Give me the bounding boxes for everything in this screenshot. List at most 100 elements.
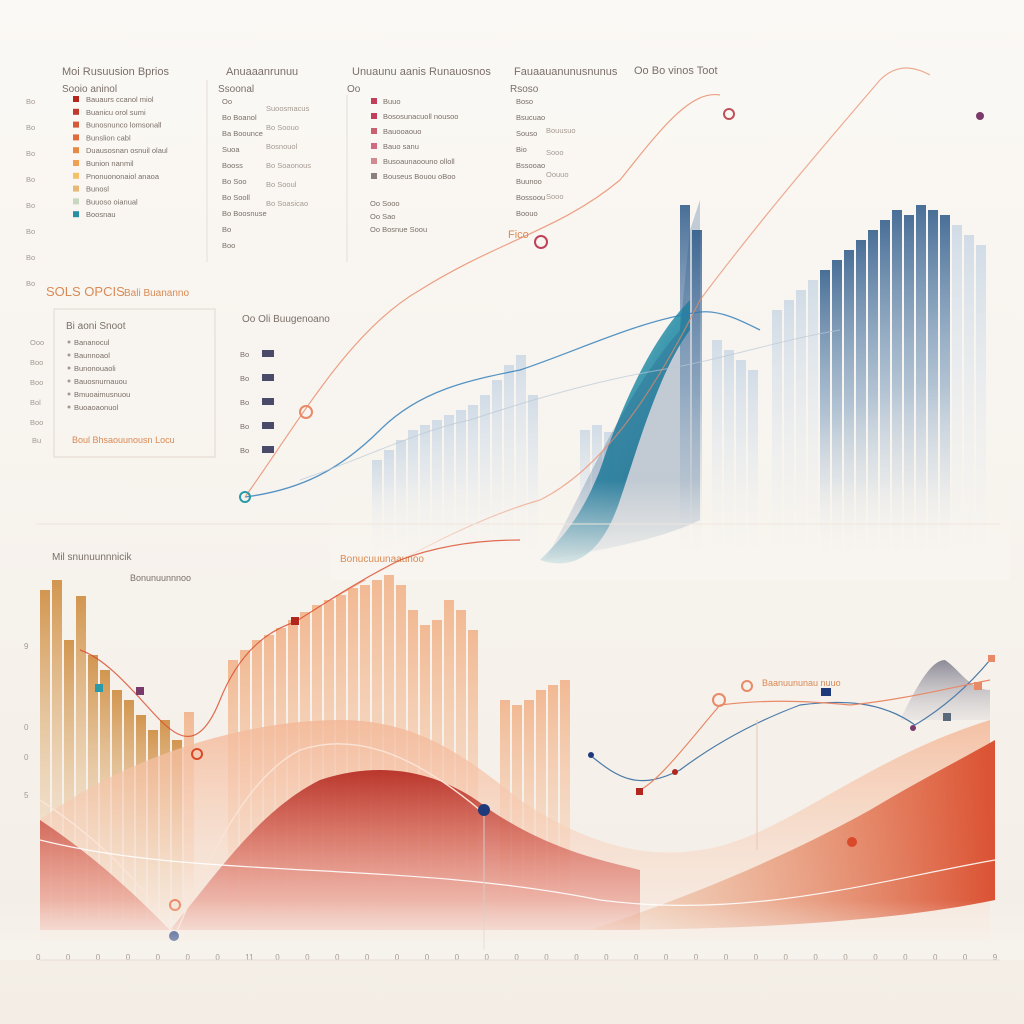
x-tick-label: 0 [305, 953, 310, 962]
x-tick-label: 0 [784, 953, 789, 962]
series-label: Bo [240, 350, 249, 359]
marker [974, 682, 982, 690]
series-label: Bo [240, 446, 249, 455]
legend-swatch [371, 128, 377, 134]
legend-col3-title: Unuaunu aanis Runauosnos [352, 66, 491, 78]
legend-extra: Oo Sooo [370, 199, 400, 208]
legend-label: Pnonuononaiol anaoa [86, 172, 160, 181]
legend-label: Bananocul [74, 338, 110, 347]
legend-label: Bauooaouo [383, 127, 421, 136]
legend-col4-title: Fauaauanunusnunus [514, 66, 618, 78]
grey-peak [900, 660, 990, 720]
y-tick-label: 0 [24, 723, 29, 732]
legend-swatch [371, 98, 377, 104]
legend-label: Buanicu orol sumi [86, 108, 146, 117]
legend-swatch [371, 173, 377, 179]
legend-bullet [67, 353, 71, 357]
series-swatch [262, 374, 274, 381]
x-tick-label: 0 [604, 953, 609, 962]
legend-swatch [73, 108, 79, 115]
decorative-bar [940, 215, 950, 560]
decorative-bar [892, 210, 902, 560]
marker [478, 804, 490, 816]
legend-box [53, 308, 216, 458]
legend-label: Suoa [222, 145, 240, 154]
legend-note: Oouuo [546, 170, 569, 179]
legend-label: Ba Boounce [222, 129, 263, 138]
decorative-bar [736, 360, 746, 560]
legend-value: Bo [26, 97, 35, 106]
legend-label: Booss [222, 161, 243, 170]
marker [988, 655, 995, 662]
middle-legend-heading2: Bali Buananno [124, 288, 189, 299]
marker [299, 405, 313, 419]
marker [723, 108, 735, 120]
legend-label: Buunoo [516, 177, 542, 186]
x-tick-label: 0 [36, 953, 41, 962]
legend-label: Bo Boosnuse [222, 209, 267, 218]
x-tick-label: 0 [574, 953, 579, 962]
x-tick-label: 0 [126, 953, 131, 962]
marker [95, 684, 103, 692]
legend-swatch [73, 160, 79, 166]
legend-label: Bunosnunco lomsonall [86, 121, 162, 130]
legend-label: Boo [222, 241, 235, 250]
bottom-x-axis: 0 0 0 0 0 0 0 11 0 0 0 0 0 0 0 0 0 0 0 0 0 0 0 0 0 0 0 0 0 0 0 0 9 [36, 953, 998, 962]
legend-col4-rows: Boso Bsucuao Souso Bio Bssooao Buunoo Bossoou B… [516, 97, 545, 218]
legend-label: Bo Boanol [222, 113, 257, 122]
decorative-bar [880, 220, 890, 560]
legend-swatch [73, 121, 79, 128]
bottom-line-thin [39, 839, 996, 907]
x-tick-label: 0 [365, 953, 370, 962]
legend-label: Buuoso oianual [86, 197, 138, 206]
legend-label: Bauosnurnauou [74, 377, 127, 386]
decorative-bar [976, 245, 986, 560]
legend-swatch [73, 172, 79, 179]
x-tick-label: 0 [963, 953, 968, 962]
decorative-bar [916, 205, 926, 560]
legend-label: Busoaunaoouno olloll [383, 157, 455, 166]
legend-label: Duausosnan osnuil olaul [86, 146, 168, 155]
legend-bullet [67, 405, 71, 409]
legend-note: Bouusuo [546, 126, 576, 135]
decorative-bar [856, 240, 866, 560]
series-swatch [262, 350, 274, 357]
decorative-bar [832, 260, 842, 560]
legend-box-rows: Bananocul Baunnoaol Bunonouaoli Bauosnurnau… [67, 338, 130, 412]
legend-swatch [73, 134, 79, 141]
legend-label: Bososunacuoll nousoo [383, 112, 458, 121]
marker [534, 235, 548, 249]
legend-box-last-row: Boul Bhsaouunousn Locu [72, 435, 175, 445]
x-tick-label: 0 [96, 953, 101, 962]
legend-col3-extra: Oo Sooo Oo Sao Oo Bosnue Soou [370, 199, 427, 234]
fade-overlay [0, 900, 1024, 960]
grey-line [299, 329, 841, 481]
legend-side-value: Boo [30, 418, 43, 427]
legend-swatch [371, 158, 377, 164]
top-legend-area: Moi Rusuusion Bprios Sooio aninol Bauaur… [26, 65, 718, 288]
x-tick-label: 0 [694, 953, 699, 962]
middle-legend-heading: SOLS OPCIS [46, 284, 125, 299]
legend-label: Bunslion cabl [86, 133, 131, 142]
x-tick-label: 0 [215, 953, 220, 962]
legend-side-value: Boo [30, 358, 43, 367]
legend-extra: Oo Sao [370, 212, 395, 221]
legend-note: Bo Soasicao [266, 199, 308, 208]
decorative-bar [928, 210, 938, 560]
legend-extra: Oo Bosnue Soou [370, 225, 427, 234]
legend-note: Bosnouol [266, 142, 298, 151]
x-tick-label: 0 [754, 953, 759, 962]
decorative-bar [680, 205, 690, 560]
x-tick-label: 9 [993, 953, 998, 962]
series-swatch [262, 422, 274, 429]
decorative-bar [76, 596, 86, 920]
decorative-bar [868, 230, 878, 560]
bottom-line-red [79, 539, 521, 737]
legend-note: Bo Soaonous [266, 161, 311, 170]
legend-label: Bo Soo [222, 177, 247, 186]
x-tick-label: 0 [455, 953, 460, 962]
series-swatch [262, 398, 274, 405]
legend-col1-rows: Bauaurs ccanol miol Buanicu orol sumi Buno… [73, 95, 168, 219]
legend-swatch [73, 96, 79, 102]
bottom-line-blue [589, 659, 991, 782]
